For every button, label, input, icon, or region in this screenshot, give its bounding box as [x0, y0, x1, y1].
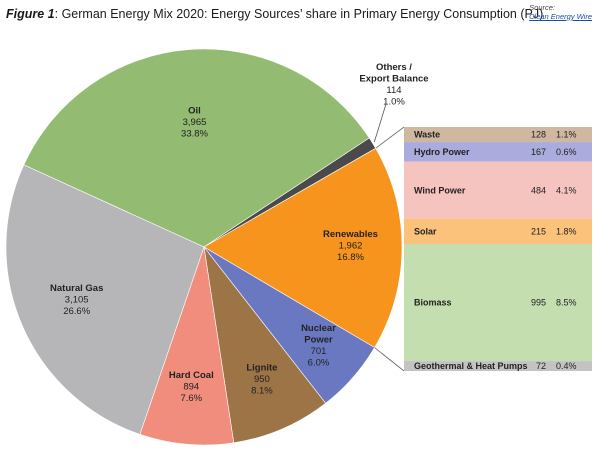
breakdown-segment-wind-power — [404, 161, 592, 219]
slice-label-natural-gas: Natural Gas 3,105 26.6% — [50, 283, 103, 317]
slice-label-lignite: Lignite 950 8.1% — [246, 363, 277, 397]
breakdown-segment-geothermal-heat-pumps — [404, 361, 592, 371]
pie-slice-lignite — [203, 245, 327, 444]
chart-title: Figure 1: German Energy Mix 2020: Energy… — [6, 7, 543, 21]
slice-label-nuclear-power: Nuclear Power 701 6.0% — [301, 323, 336, 369]
pie-slice-hard-coal — [139, 246, 235, 446]
breakdown-percent-wind-power: 4.1% — [556, 185, 577, 195]
breakdown-percent-biomass: 8.5% — [556, 298, 577, 308]
breakdown-value-solar: 215 — [531, 227, 546, 237]
breakdown-percent-waste: 1.1% — [556, 130, 577, 140]
pie-slice-renewables — [203, 147, 403, 348]
source-note: Source: Clean Energy Wire — [529, 3, 592, 21]
breakdown-percent-solar: 1.8% — [556, 227, 577, 237]
breakdown-value-wind-power: 484 — [531, 185, 546, 195]
pie-slice-oil — [23, 48, 370, 248]
breakdown-percent-hydro-power: 0.6% — [556, 147, 577, 157]
breakdown-label-geothermal-heat-pumps: Geothermal & Heat Pumps — [414, 361, 528, 371]
slice-label-hard-coal: Hard Coal 894 7.6% — [169, 370, 214, 404]
source-label: Source: — [529, 3, 555, 12]
breakdown-segment-hydro-power — [404, 142, 592, 162]
breakdown-label-hydro-power: Hydro Power — [414, 147, 470, 157]
breakdown-percent-geothermal-heat-pumps: 0.4% — [556, 361, 577, 371]
breakdown-label-wind-power: Wind Power — [414, 185, 466, 195]
breakdown-segment-waste — [404, 127, 592, 143]
breakdown-segment-solar — [404, 218, 592, 244]
figure-number: Figure 1 — [6, 7, 55, 21]
slice-label-others-export-balance: Others / Export Balance 114 1.0% — [359, 62, 428, 108]
breakdown-label-waste: Waste — [414, 130, 440, 140]
others-leader-line — [373, 103, 387, 143]
breakdown-value-geothermal-heat-pumps: 72 — [536, 361, 546, 371]
breakdown-label-solar: Solar — [414, 227, 437, 237]
breakdown-segment-biomass — [404, 243, 592, 362]
breakdown-label-biomass: Biomass — [414, 298, 452, 308]
chart-title-text: : German Energy Mix 2020: Energy Sources… — [54, 7, 544, 21]
source-link[interactable]: Clean Energy Wire — [529, 12, 592, 21]
breakdown-value-biomass: 995 — [531, 298, 546, 308]
pie-slice-natural-gas — [5, 164, 205, 435]
slice-label-renewables: Renewables 1,962 16.8% — [323, 229, 378, 263]
slice-label-oil: Oil 3,965 33.8% — [181, 106, 208, 140]
renewables-connector-bottom — [374, 347, 405, 372]
renewables-connector-top — [375, 126, 405, 149]
breakdown-value-hydro-power: 167 — [531, 147, 546, 157]
breakdown-value-waste: 128 — [531, 130, 546, 140]
